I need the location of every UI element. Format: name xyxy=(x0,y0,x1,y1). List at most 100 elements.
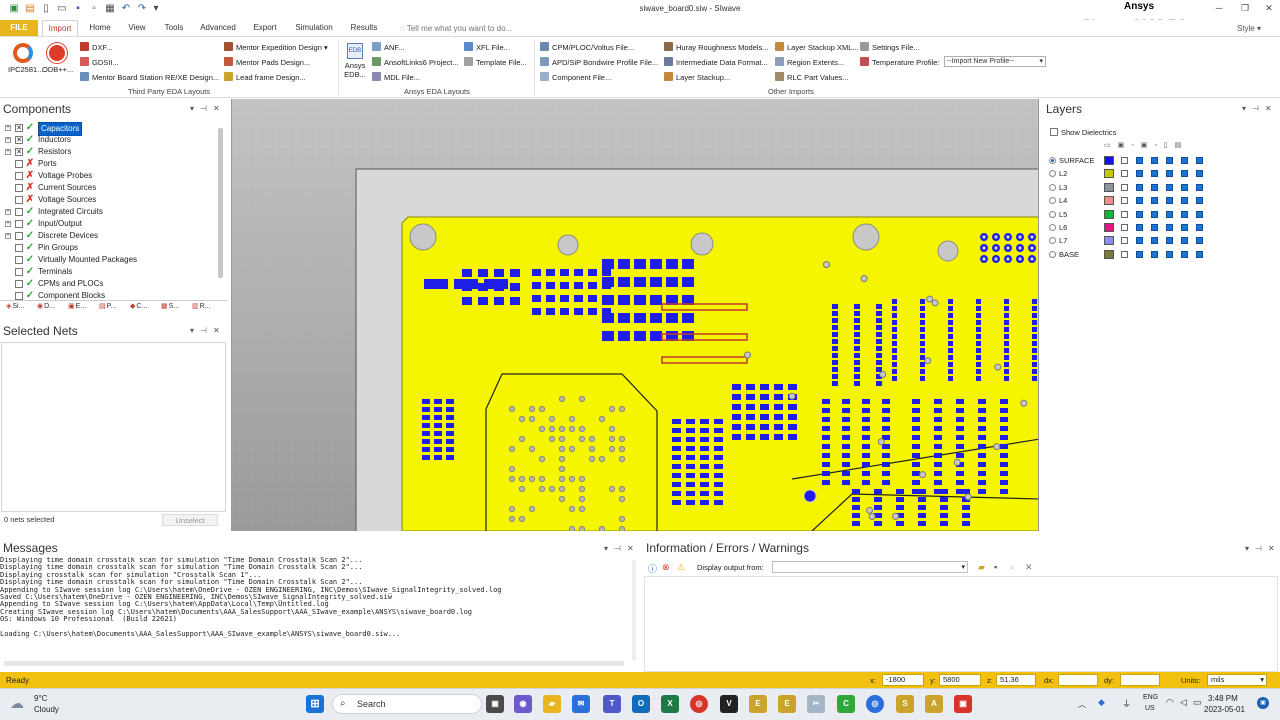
layer-visibility-checkbox[interactable] xyxy=(1136,183,1143,191)
layer-row-l7[interactable]: L7 xyxy=(1049,234,1209,247)
close-icon[interactable]: ✕ xyxy=(1265,3,1273,13)
selected-nets-panel-controls[interactable]: ▾⊣✕ xyxy=(190,326,226,335)
components-bottom-tab[interactable]: ▤P... xyxy=(99,302,116,310)
visibility-checkbox[interactable] xyxy=(15,184,23,192)
layer-visibility-checkbox[interactable] xyxy=(1181,224,1188,231)
layer-visibility-checkbox[interactable] xyxy=(1181,210,1188,218)
tree-item-component-blocks[interactable]: ✓ Component Blocks xyxy=(0,290,216,302)
layer-visibility-checkbox[interactable] xyxy=(1151,237,1158,245)
clock-time[interactable]: 3:48 PM xyxy=(1208,694,1238,703)
tree-item-input-output[interactable]: + ✓ Input/Output xyxy=(0,218,216,230)
tree-item-discrete-devices[interactable]: + ✓ Discrete Devices xyxy=(0,230,216,242)
info-icon[interactable]: ⓘ xyxy=(648,564,658,574)
tree-item-current-sources[interactable]: ✗ Current Sources xyxy=(0,182,216,194)
pdf-icon[interactable]: ▣ xyxy=(954,695,972,713)
layer-visibility-checkbox[interactable] xyxy=(1166,197,1173,205)
chrome-profile-icon[interactable]: ◎ xyxy=(866,695,884,713)
layer-visibility-checkbox[interactable] xyxy=(1151,157,1158,164)
layer-visibility-checkbox[interactable] xyxy=(1121,210,1128,218)
y-coordinate-field[interactable]: 5800 xyxy=(939,674,981,686)
ansys-edt-icon-2[interactable]: E xyxy=(778,695,796,713)
apd-sip-button[interactable]: APD/SiP Bondwire Profile File... xyxy=(540,57,658,68)
tree-item-voltage-sources[interactable]: ✗ Voltage Sources xyxy=(0,194,216,206)
tree-item-integrated-circuits[interactable]: + ✓ Integrated Circuits xyxy=(0,206,216,218)
open-icon[interactable]: ▤ xyxy=(25,3,35,14)
messages-panel-controls[interactable]: ▾⊣✕ xyxy=(604,544,640,553)
visibility-checkbox[interactable] xyxy=(15,172,23,180)
visibility-checkbox[interactable] xyxy=(15,208,23,216)
z-coordinate-field[interactable]: 51.36 xyxy=(996,674,1036,686)
layer-color-swatch[interactable] xyxy=(1104,249,1114,259)
tab-simulation[interactable]: Simulation xyxy=(295,23,333,32)
tray-overflow-icon[interactable]: ︿ xyxy=(1078,700,1086,709)
tree-item-cpms-and-plocs[interactable]: ✓ CPMs and PLOCs xyxy=(0,278,216,290)
xfl-button[interactable]: XFL File... xyxy=(464,42,510,53)
layer-visibility-checkbox[interactable] xyxy=(1151,224,1158,231)
layer-visibility-checkbox[interactable] xyxy=(1196,224,1203,231)
component-file-button[interactable]: Component File... xyxy=(540,72,611,83)
layer-visibility-checkbox[interactable] xyxy=(1136,237,1143,245)
pcb-layout-drawing[interactable] xyxy=(232,99,1039,531)
layer-color-swatch[interactable] xyxy=(1104,196,1114,206)
gdsii-button[interactable]: GDSII... xyxy=(80,57,119,68)
visibility-checkbox[interactable] xyxy=(15,280,23,288)
layer-visibility-checkbox[interactable] xyxy=(1121,197,1128,205)
visibility-checkbox[interactable] xyxy=(15,160,23,168)
layer-visibility-checkbox[interactable] xyxy=(1151,197,1158,205)
expand-icon[interactable]: + xyxy=(5,209,11,215)
snipping-tool-icon[interactable]: ✂ xyxy=(807,695,825,713)
tell-me-search[interactable]: ◌ Tell me what you want to do... xyxy=(400,24,512,33)
mentor-board-station-button[interactable]: Mentor Board Station RE/XE Design... xyxy=(80,72,219,83)
active-layer-radio[interactable] xyxy=(1049,224,1056,231)
layout-canvas[interactable] xyxy=(231,99,1039,531)
save-icon[interactable]: ▪ xyxy=(994,562,998,572)
layer-visibility-checkbox[interactable] xyxy=(1121,170,1128,178)
tab-export[interactable]: Export xyxy=(253,23,277,32)
selected-nets-list[interactable] xyxy=(1,342,226,512)
components-bottom-tab[interactable]: ▥R... xyxy=(192,302,211,310)
save-as-icon[interactable]: ▫ xyxy=(92,3,96,14)
layer-row-l3[interactable]: L3 xyxy=(1049,181,1209,194)
dxf-button[interactable]: DXF... xyxy=(80,42,112,53)
layer-visibility-checkbox[interactable] xyxy=(1181,197,1188,205)
layer-visibility-checkbox[interactable] xyxy=(1196,237,1203,245)
tree-item-terminals[interactable]: ✓ Terminals xyxy=(0,266,216,278)
layer-visibility-checkbox[interactable] xyxy=(1136,170,1143,178)
tab-file[interactable]: FILE xyxy=(0,20,38,36)
visibility-checkbox[interactable] xyxy=(15,244,23,252)
layer-color-swatch[interactable] xyxy=(1104,236,1114,246)
active-layer-radio[interactable] xyxy=(1049,210,1056,218)
layer-color-swatch[interactable] xyxy=(1104,156,1114,165)
dx-field[interactable] xyxy=(1058,674,1098,686)
layer-visibility-checkbox[interactable] xyxy=(1136,197,1143,205)
layer-visibility-checkbox[interactable] xyxy=(1196,170,1203,178)
expand-icon[interactable]: + xyxy=(5,125,11,131)
tab-results[interactable]: Results xyxy=(350,23,378,32)
active-layer-radio[interactable] xyxy=(1049,157,1056,164)
layer-visibility-checkbox[interactable] xyxy=(1136,224,1143,231)
layer-visibility-checkbox[interactable] xyxy=(1121,183,1128,191)
rlc-values-button[interactable]: RLC Part Values... xyxy=(775,72,849,83)
layer-visibility-checkbox[interactable] xyxy=(1181,183,1188,191)
tab-import[interactable]: Import xyxy=(42,20,78,36)
ansys-edt-icon[interactable]: E xyxy=(749,695,767,713)
layer-visibility-checkbox[interactable] xyxy=(1121,237,1128,245)
mentor-expedition-button[interactable]: Mentor Expedition Design ▾ xyxy=(224,42,328,53)
unselect-button[interactable]: Unselect xyxy=(162,514,218,526)
redo-icon[interactable]: ↷ xyxy=(137,3,147,14)
open-folder-icon[interactable]: ▰ xyxy=(978,562,985,572)
components-bottom-tab[interactable]: ▦S... xyxy=(161,302,179,310)
visibility-checkbox[interactable] xyxy=(15,220,23,228)
layer-visibility-checkbox[interactable] xyxy=(1136,157,1143,164)
wifi-icon[interactable]: ◠ xyxy=(1166,697,1174,707)
components-bottom-tab[interactable]: ◉D... xyxy=(37,302,55,310)
layer-visibility-checkbox[interactable] xyxy=(1151,210,1158,218)
visibility-checkbox[interactable] xyxy=(15,256,23,264)
minimize-icon[interactable]: ─ xyxy=(1215,3,1223,13)
copy-icon[interactable]: ▫ xyxy=(1010,562,1014,572)
mentor-pads-button[interactable]: Mentor Pads Design... xyxy=(224,57,310,68)
warning-icon[interactable]: ⚠ xyxy=(677,562,686,572)
layer-row-l2[interactable]: L2 xyxy=(1049,167,1209,180)
print-icon[interactable]: ▦ xyxy=(105,3,115,14)
app-v-icon[interactable]: V xyxy=(720,695,738,713)
